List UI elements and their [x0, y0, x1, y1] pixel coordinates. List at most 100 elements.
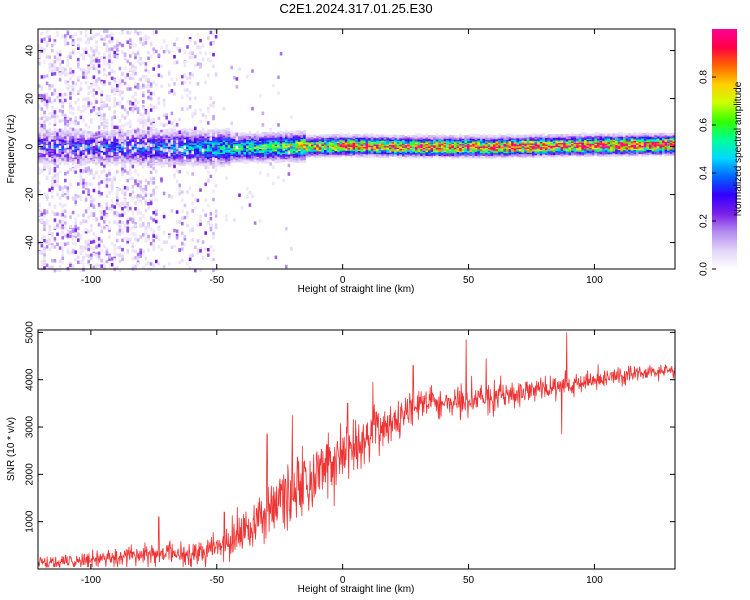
spectrogram-cell: [82, 149, 85, 152]
spectrogram-noise-cell: [116, 48, 119, 52]
spectrogram-noise-cell: [212, 52, 215, 57]
spectrogram-noise-cell: [74, 170, 77, 174]
spectrogram-cell: [251, 150, 254, 154]
spectrogram-cell: [56, 136, 59, 139]
spectrogram-cell: [48, 142, 51, 146]
spectrogram-noise-cell: [144, 68, 148, 72]
spectrogram-cell: [155, 151, 158, 154]
spectrogram-cell: [287, 134, 291, 137]
spectrogram-cell: [196, 139, 200, 143]
spectrogram-cell: [207, 163, 210, 166]
spectrogram-noise-cell: [97, 128, 101, 133]
spectrogram-cell: [136, 135, 140, 138]
spectrogram-cell: [287, 142, 291, 145]
spectrogram-noise-cell: [129, 170, 132, 175]
spectrogram-cell: [175, 148, 179, 152]
spectrogram-noise-cell: [58, 66, 62, 70]
spectrogram-noise-cell: [48, 167, 51, 172]
spectrogram-cell: [204, 151, 207, 155]
spectrogram-cell: [318, 138, 322, 141]
spectrogram-noise-cell: [90, 213, 93, 218]
spectrogram-cell: [40, 141, 44, 144]
spectrogram-noise-cell: [131, 95, 135, 99]
spectrogram-noise-cell: [79, 37, 83, 42]
spectrogram-cell: [178, 156, 181, 160]
spectrogram-noise-cell: [82, 213, 85, 218]
spectrogram-noise-cell: [82, 75, 85, 79]
spectrogram-cell: [365, 150, 369, 153]
spectrogram-cell: [71, 150, 75, 154]
spectrogram-noise-cell: [168, 83, 171, 87]
spectrogram-cell: [350, 143, 353, 146]
spectrogram-cell: [352, 138, 356, 141]
spectrogram-cell: [199, 162, 202, 165]
spectrogram-cell: [84, 161, 88, 164]
spectrogram-cell: [285, 130, 288, 133]
spectrogram-noise-cell: [97, 143, 101, 147]
spectrogram-noise-cell: [144, 185, 148, 189]
spectrogram-cell: [326, 152, 330, 156]
spectrogram-cell: [90, 131, 93, 134]
spectrogram-cell: [324, 146, 327, 149]
spectrogram-noise-cell: [136, 144, 140, 148]
spectrogram-cell: [142, 151, 145, 154]
spectrogram-cell: [300, 132, 304, 136]
spectrogram-noise-cell: [181, 81, 184, 85]
spectrogram-cell: [204, 155, 207, 158]
spectrogram-cell: [79, 150, 83, 154]
spectrogram-cell: [113, 153, 116, 157]
spectrogram-noise-cell: [58, 212, 62, 217]
spectrogram-noise-cell: [48, 67, 51, 71]
spectrogram-cell: [225, 160, 228, 164]
spectrogram-cell: [318, 143, 322, 147]
spectrogram-noise-cell: [74, 100, 77, 105]
spectrogram-cell: [134, 151, 137, 154]
spectrogram-cell: [363, 152, 366, 156]
spectrogram-cell: [131, 153, 135, 157]
spectrogram-noise-cell: [116, 101, 119, 106]
spectrogram-cell: [295, 136, 298, 140]
spectrogram-cell: [240, 132, 244, 135]
spectrogram-cell: [279, 139, 283, 143]
spectrogram-cell: [204, 135, 207, 139]
spectrogram-noise-cell: [126, 220, 129, 224]
spectrogram-noise-cell: [144, 75, 148, 79]
spectrogram-cell: [287, 156, 291, 160]
spectrogram-noise-cell: [149, 193, 153, 198]
spectrogram-cell: [152, 134, 155, 137]
spectrogram-noise-cell: [74, 217, 77, 222]
spectrogram-noise-cell: [43, 60, 46, 64]
spectrogram-cell: [188, 138, 192, 141]
spectrogram-noise-cell: [40, 219, 44, 223]
spectrogram-noise-cell: [56, 183, 59, 188]
spectrogram-cell: [318, 151, 322, 154]
spectrogram-noise-cell: [58, 264, 62, 269]
spectrogram-noise-cell: [64, 234, 67, 238]
spectrogram-cell: [274, 151, 278, 155]
spectrogram-cell: [266, 136, 270, 139]
spectrogram-cell: [266, 141, 270, 144]
spectrogram-cell: [264, 161, 267, 164]
spectrogram-noise-cell: [64, 34, 67, 38]
spectrogram-noise-cell: [43, 256, 46, 260]
spectrogram-cell: [227, 155, 231, 158]
spectrogram-noise-cell: [51, 176, 54, 180]
spectrogram-cell: [82, 158, 85, 162]
spectrogram-cell: [178, 135, 181, 139]
spectrogram-cell: [51, 132, 54, 135]
spectrogram-noise-cell: [45, 195, 49, 200]
spectrogram-noise-cell: [71, 237, 75, 241]
spectrogram-cell: [248, 146, 252, 150]
spectrogram-cell: [173, 129, 176, 132]
spectrogram-cell: [53, 140, 57, 143]
spectrogram-cell: [225, 159, 228, 162]
spectrogram-cell: [225, 146, 228, 149]
spectrogram-cell: [103, 139, 106, 142]
spectrogram-noise-cell: [84, 167, 88, 171]
spectrogram-cell: [287, 155, 291, 158]
spectrogram-cell: [209, 149, 213, 152]
spectrogram-cell: [118, 145, 122, 149]
spectrogram-noise-cell: [209, 212, 213, 216]
spectrogram-noise-cell: [194, 126, 197, 131]
spectrogram-noise-cell: [90, 199, 93, 204]
